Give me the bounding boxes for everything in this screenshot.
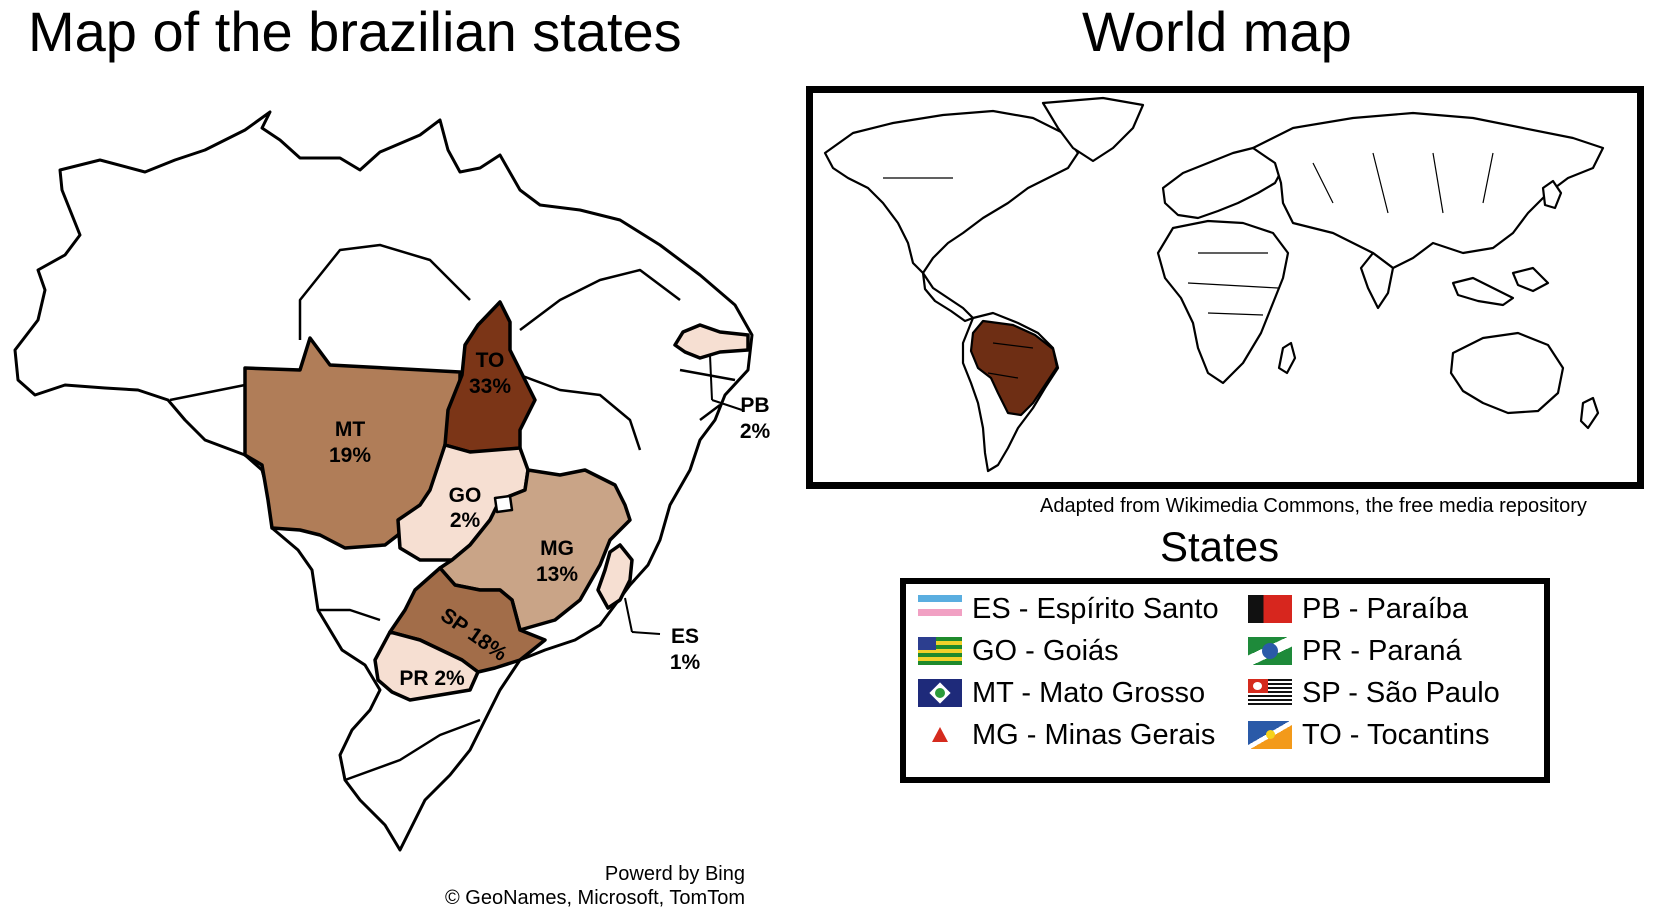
continent-north-america bbox=[823, 109, 1080, 275]
legend-label: GO - Goiás bbox=[972, 634, 1119, 667]
state-mt bbox=[243, 336, 462, 550]
state-pr bbox=[373, 630, 480, 702]
legend-item-pb: PB - Paraíba bbox=[1248, 590, 1468, 628]
legend-item-go: GO - Goiás bbox=[918, 632, 1119, 670]
brazil-map-title: Map of the brazilian states bbox=[28, 0, 682, 63]
legend-label: ES - Espírito Santo bbox=[972, 592, 1219, 625]
legend-label: MG - Minas Gerais bbox=[972, 718, 1216, 751]
legend-item-to: TO - Tocantins bbox=[1248, 716, 1490, 754]
legend-label: SP - São Paulo bbox=[1302, 676, 1500, 709]
legend-item-mg: MG - Minas Gerais bbox=[918, 716, 1215, 754]
bing-credit: Powerd by Bing bbox=[604, 863, 745, 885]
brazil-highlight bbox=[969, 319, 1059, 417]
legend-item-mt: MT - Mato Grosso bbox=[918, 674, 1205, 712]
world-map bbox=[823, 96, 1605, 473]
label-go: GO bbox=[449, 484, 482, 507]
world-map-frame bbox=[806, 86, 1644, 489]
label-to-value: 33% bbox=[469, 375, 511, 398]
label-es-value: 1% bbox=[670, 651, 701, 674]
wikimedia-credit: Adapted from Wikimedia Commons, the free… bbox=[1040, 495, 1587, 517]
label-es: ES bbox=[671, 625, 699, 648]
continent-asia bbox=[1251, 111, 1605, 270]
states-legend: ES - Espírito Santo GO - Goiás MT - Mato… bbox=[900, 578, 1550, 783]
brazil-map: TO 33% MT 19% GO 2% MG 13% SP 18% PR 2% … bbox=[13, 110, 771, 852]
world-map-title: World map bbox=[1082, 0, 1352, 63]
legend-label: TO - Tocantins bbox=[1302, 718, 1490, 751]
continent-europe bbox=[1161, 146, 1285, 220]
continent-australia bbox=[1449, 331, 1565, 415]
sp-flag-icon bbox=[1248, 679, 1292, 707]
continent-greenland bbox=[1041, 96, 1145, 163]
legend-item-sp: SP - São Paulo bbox=[1248, 674, 1500, 712]
to-flag-icon bbox=[1248, 721, 1292, 749]
legend-item-pr: PR - Paraná bbox=[1248, 632, 1462, 670]
label-pb: PB bbox=[740, 394, 769, 417]
state-pb bbox=[673, 323, 750, 360]
legend-title: States bbox=[1160, 523, 1280, 570]
legend-label: MT - Mato Grosso bbox=[972, 676, 1206, 709]
legend-label: PR - Paraná bbox=[1302, 634, 1462, 667]
legend-label: PB - Paraíba bbox=[1302, 592, 1469, 625]
label-mg-value: 13% bbox=[536, 563, 578, 586]
state-sp bbox=[388, 566, 547, 674]
label-pb-value: 2% bbox=[740, 420, 771, 443]
es-flag-icon bbox=[918, 595, 962, 623]
geonames-credit: © GeoNames, Microsoft, TomTom bbox=[445, 887, 745, 909]
label-pr: PR 2% bbox=[399, 667, 465, 690]
mg-flag-icon bbox=[918, 721, 962, 749]
go-flag-icon bbox=[918, 637, 962, 665]
mt-flag-icon bbox=[918, 679, 962, 707]
label-go-value: 2% bbox=[450, 509, 481, 532]
label-to: TO bbox=[476, 349, 505, 372]
state-es bbox=[596, 543, 634, 610]
pb-flag-icon bbox=[1248, 595, 1292, 623]
label-mt: MT bbox=[335, 418, 365, 441]
label-mg: MG bbox=[540, 537, 574, 560]
pr-flag-icon bbox=[1248, 637, 1292, 665]
legend-item-es: ES - Espírito Santo bbox=[918, 590, 1219, 628]
continent-africa bbox=[1156, 219, 1290, 385]
label-mt-value: 19% bbox=[329, 444, 371, 467]
